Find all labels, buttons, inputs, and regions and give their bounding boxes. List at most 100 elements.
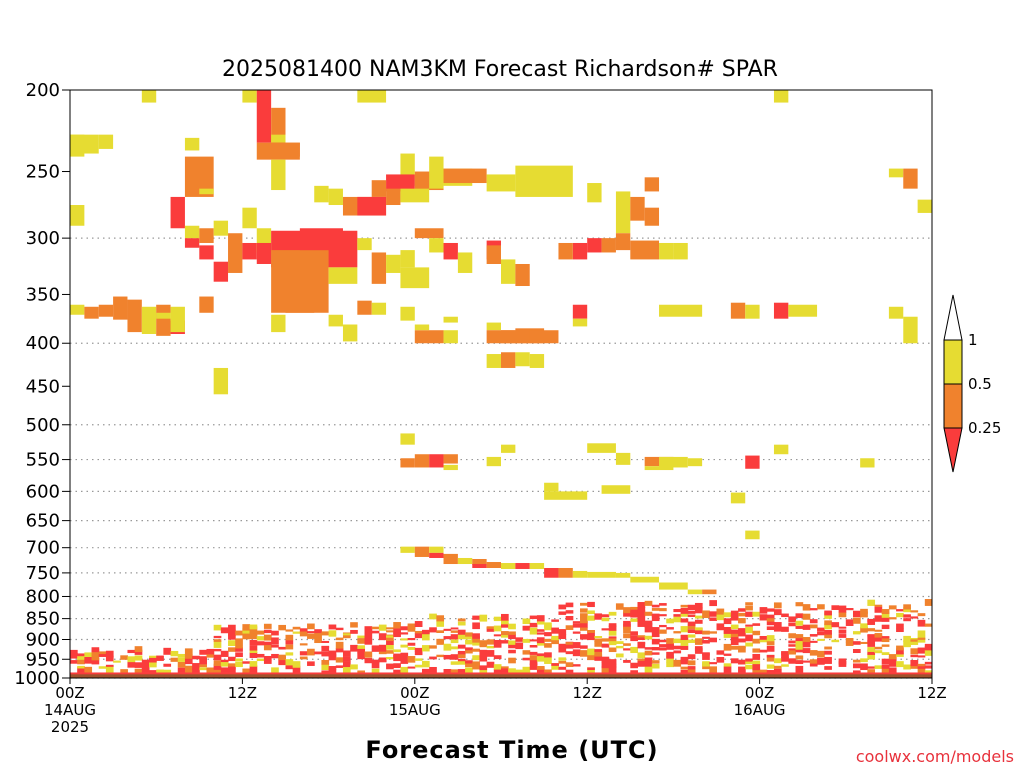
low-level-cell — [565, 642, 574, 645]
data-cell — [271, 107, 286, 143]
low-level-cell — [673, 614, 682, 617]
low-level-cell — [795, 655, 804, 660]
low-level-cell — [357, 635, 366, 639]
low-level-cell — [809, 608, 818, 611]
low-level-cell — [673, 645, 682, 650]
low-level-cell — [501, 620, 509, 625]
low-level-cell — [623, 643, 631, 646]
low-level-cell — [852, 641, 861, 645]
low-level-cell — [709, 637, 717, 643]
low-level-cell — [450, 646, 459, 650]
low-level-cell — [450, 661, 459, 665]
low-level-cell — [501, 666, 509, 669]
data-cell — [659, 304, 703, 317]
low-level-cell — [450, 630, 459, 633]
low-level-cell — [486, 626, 495, 629]
low-level-cell — [501, 640, 509, 644]
low-level-cell — [637, 602, 646, 608]
low-level-cell — [429, 613, 437, 620]
low-level-cell — [400, 666, 409, 673]
low-level-cell — [256, 658, 265, 662]
low-level-cell — [881, 664, 890, 669]
low-level-cell — [752, 668, 761, 673]
data-cell — [414, 324, 430, 331]
low-level-cell — [307, 648, 315, 656]
low-level-cell — [285, 640, 294, 645]
low-level-cell — [350, 644, 358, 652]
low-level-cell — [565, 610, 574, 614]
low-level-cell — [702, 661, 710, 665]
low-level-cell — [565, 669, 574, 673]
low-level-cell — [659, 624, 667, 628]
low-level-cell — [350, 622, 358, 628]
low-level-cell — [860, 611, 868, 618]
data-cell — [156, 312, 171, 319]
data-cell — [443, 242, 458, 260]
low-level-cell — [867, 669, 876, 673]
data-cell — [285, 299, 315, 313]
low-level-cell — [386, 630, 394, 633]
low-level-cell — [601, 614, 610, 618]
data-cell — [342, 324, 358, 342]
low-level-cell — [623, 648, 631, 651]
low-level-cell — [924, 599, 933, 606]
legend-label: 1 — [968, 331, 978, 349]
data-cell — [84, 306, 99, 319]
low-level-cell — [651, 627, 660, 634]
low-level-cell — [249, 634, 258, 640]
low-level-cell — [465, 667, 473, 673]
low-level-cell — [407, 666, 416, 669]
low-level-cell — [580, 645, 588, 649]
low-level-cell — [745, 602, 753, 606]
low-level-cell — [228, 663, 236, 667]
low-level-cell — [134, 655, 143, 661]
low-level-cell — [328, 668, 337, 673]
low-level-cell — [551, 663, 559, 666]
low-level-cell — [644, 623, 653, 628]
low-level-cell — [852, 670, 861, 673]
y-tick-label: 750 — [26, 563, 60, 584]
low-level-cell — [235, 630, 243, 636]
low-level-cell — [788, 633, 797, 639]
low-level-cell — [457, 650, 466, 655]
data-cell — [773, 444, 789, 455]
data-cell — [558, 567, 573, 578]
low-level-cell — [637, 658, 646, 661]
low-level-cell — [824, 666, 832, 670]
low-level-cell — [852, 659, 861, 663]
low-level-cell — [407, 642, 416, 646]
data-cell — [687, 589, 703, 595]
low-level-cell — [551, 637, 559, 645]
chart-title: 2025081400 NAM3KM Forecast Richardson# S… — [222, 57, 778, 82]
low-level-cell — [702, 636, 710, 639]
low-level-cell — [163, 663, 172, 667]
data-cell — [285, 142, 300, 157]
low-level-cell — [307, 623, 315, 630]
low-level-cell — [321, 663, 330, 671]
low-level-cell — [924, 646, 933, 651]
data-cell — [888, 306, 904, 319]
low-level-cell — [896, 628, 904, 633]
low-level-cell — [299, 643, 308, 646]
low-level-cell — [716, 614, 725, 621]
low-level-cell — [242, 628, 251, 634]
low-level-cell — [651, 660, 660, 664]
y-tick-label: 550 — [26, 450, 60, 471]
low-level-cell — [536, 637, 545, 644]
low-level-cell — [228, 640, 236, 647]
data-cell — [630, 240, 660, 260]
low-level-cell — [680, 612, 689, 617]
low-level-cell — [421, 637, 430, 641]
low-level-cell — [702, 652, 710, 656]
low-level-cell — [709, 611, 717, 617]
low-level-cell — [687, 654, 696, 660]
low-level-cell — [881, 617, 890, 622]
low-level-cell — [666, 627, 674, 630]
data-cell — [515, 352, 530, 367]
low-level-cell — [263, 634, 272, 641]
low-level-cell — [572, 651, 581, 657]
low-level-cell — [766, 654, 775, 658]
data-cell — [357, 300, 372, 315]
low-level-cell — [738, 638, 746, 643]
low-level-cell — [838, 605, 847, 613]
